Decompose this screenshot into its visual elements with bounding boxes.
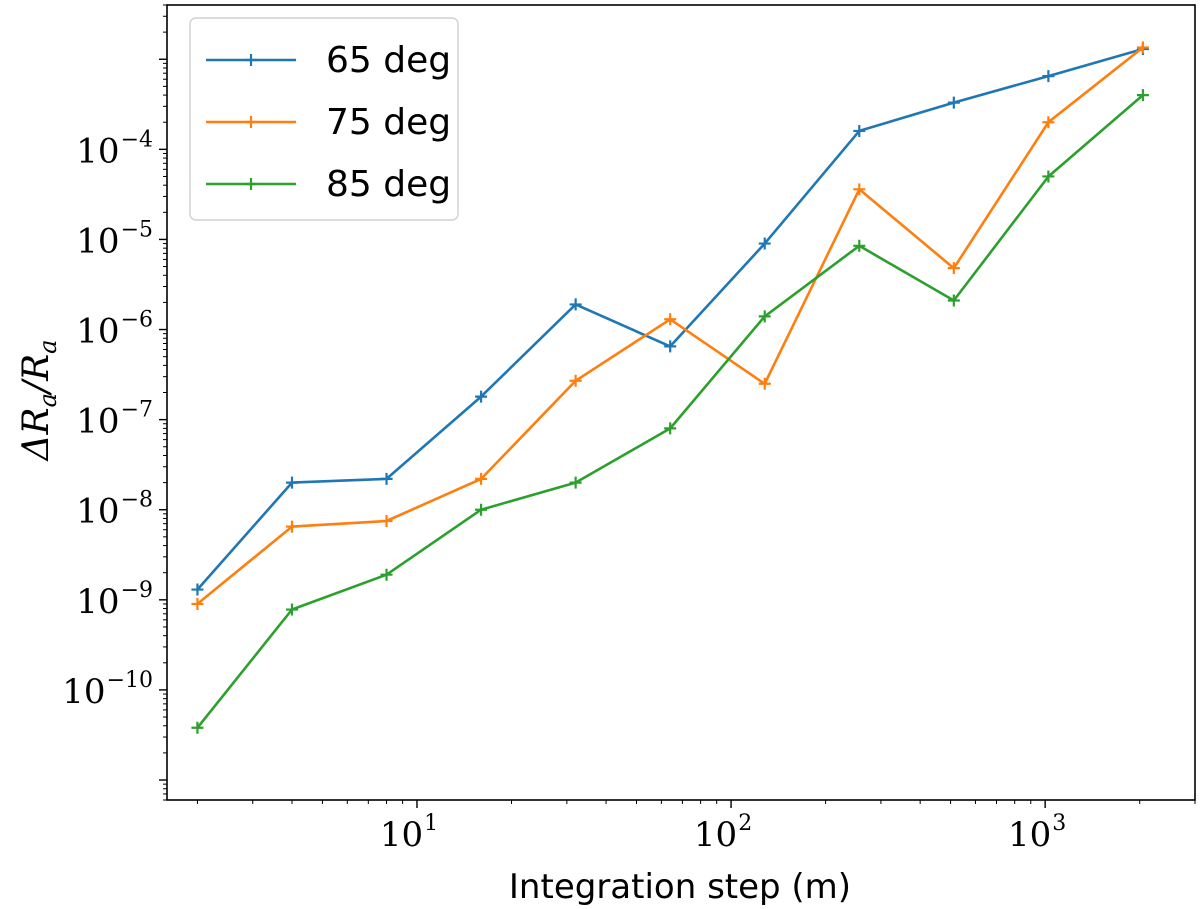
data-point (191, 721, 204, 734)
data-point (285, 476, 298, 489)
data-point (758, 310, 771, 323)
data-point (853, 124, 866, 137)
data-point (947, 262, 960, 275)
data-point (664, 340, 677, 353)
data-point (285, 603, 298, 616)
legend-item: 75 deg (206, 102, 451, 143)
series-85-deg (191, 89, 1149, 734)
data-point (664, 313, 677, 326)
data-point (285, 520, 298, 533)
data-point (569, 298, 582, 311)
data-point (380, 472, 393, 485)
data-point (758, 377, 771, 390)
series-75-deg (191, 41, 1149, 610)
legend-marker (245, 54, 257, 66)
data-point (569, 476, 582, 489)
y-tick-label: 10−4 (76, 127, 153, 171)
y-axis: 10−10 10−9 10−8 10−7 10−6 10−5 10−4 (62, 4, 167, 801)
y-tick-label: 10−10 (62, 668, 153, 712)
legend-marker (245, 116, 257, 128)
data-point (475, 472, 488, 485)
x-axis: 101 102 103 (196, 800, 1196, 855)
data-point (475, 503, 488, 516)
x-tick-label: 102 (694, 811, 752, 855)
legend-label: 65 deg (326, 40, 451, 81)
data-point (947, 294, 960, 307)
data-point (1136, 41, 1149, 54)
data-point (191, 597, 204, 610)
y-axis-label: ΔRa/Ra (16, 340, 62, 463)
data-point (758, 237, 771, 250)
legend: 65 deg 75 deg 85 deg (189, 17, 459, 221)
y-tick-label: 10−8 (76, 488, 153, 532)
data-point (475, 390, 488, 403)
legend-label: 85 deg (326, 164, 451, 205)
data-point (1136, 89, 1149, 102)
legend-item: 85 deg (206, 164, 451, 205)
axes-border (166, 4, 1196, 801)
x-axis-label: Integration step (m) (509, 867, 851, 907)
axes-frame (166, 4, 1196, 801)
data-point (380, 568, 393, 581)
data-point (1042, 170, 1055, 183)
x-tick-label: 101 (380, 811, 438, 855)
legend-marker (245, 178, 257, 190)
legend-box (189, 17, 459, 221)
legend-label: 75 deg (326, 102, 451, 143)
data-point (947, 96, 960, 109)
legend-item: 65 deg (206, 40, 451, 81)
y-tick-label: 10−5 (76, 217, 153, 261)
y-tick-label: 10−6 (76, 308, 153, 352)
data-point (853, 183, 866, 196)
y-tick-label: 10−9 (76, 578, 153, 622)
data-point (1042, 70, 1055, 83)
data-point (853, 239, 866, 252)
data-point (191, 583, 204, 596)
data-point (380, 514, 393, 527)
x-tick-label: 103 (1008, 811, 1066, 855)
data-point (569, 374, 582, 387)
data-point (664, 422, 677, 435)
data-point (1042, 116, 1055, 129)
y-tick-label: 10−7 (76, 398, 153, 442)
plot-area (191, 41, 1149, 734)
